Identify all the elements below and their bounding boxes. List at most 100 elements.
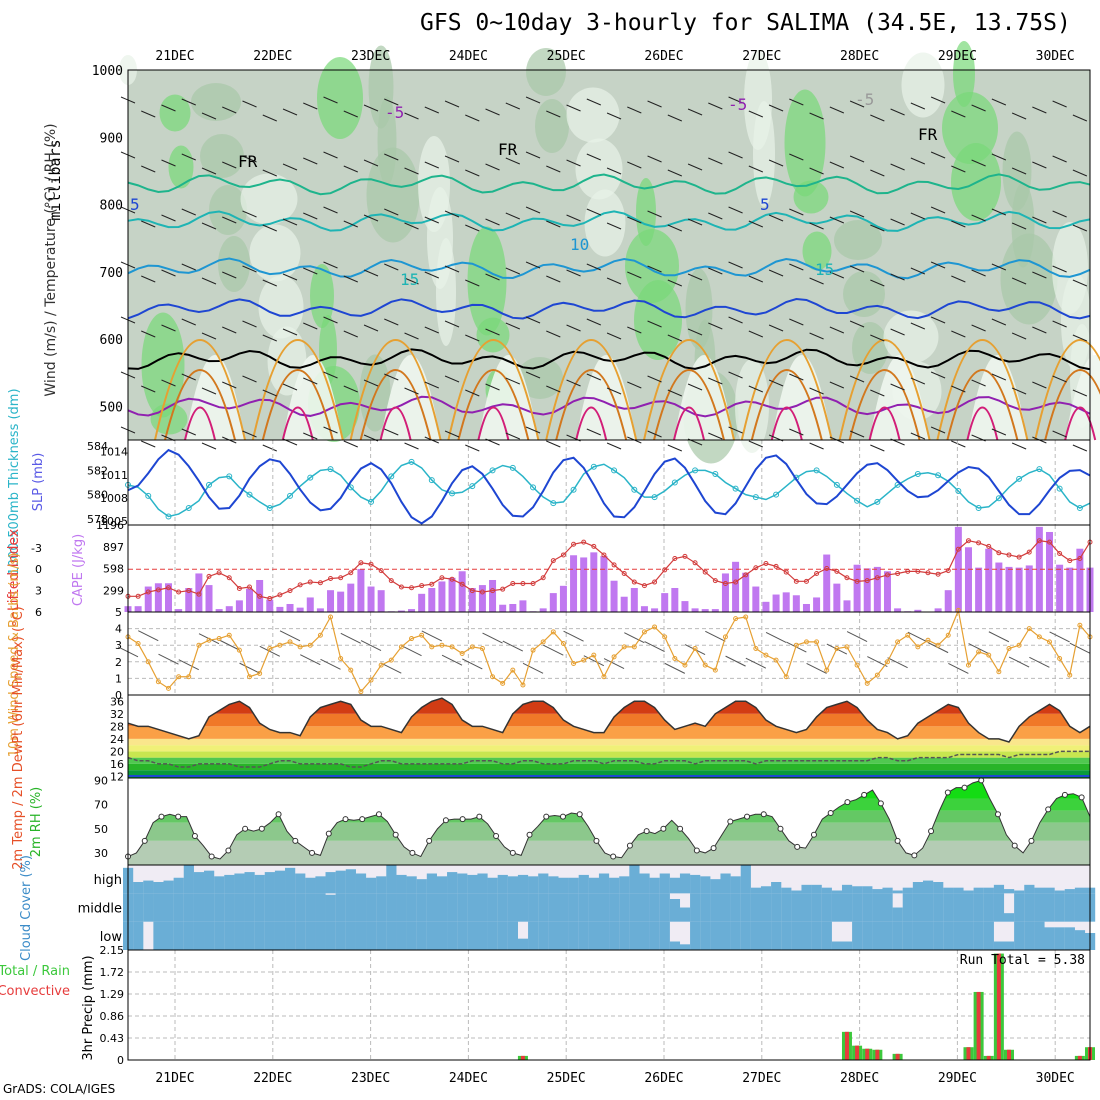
- cape-bar: [954, 526, 962, 612]
- temperature-label: 15: [815, 260, 834, 279]
- cloud-cell: [821, 921, 832, 950]
- wind-barb: [829, 326, 845, 334]
- wind-barb: [1052, 430, 1067, 438]
- isotherm-35-dome: [966, 406, 999, 441]
- cloud-cell: [447, 872, 458, 894]
- cape-bar: [711, 609, 719, 612]
- wind-barb: [262, 224, 277, 232]
- temperature-label: 5: [760, 195, 770, 214]
- cloud-cell: [345, 921, 356, 950]
- wind-barb: [201, 167, 217, 175]
- date-label-top: 21DEC: [155, 49, 194, 64]
- cloud-cell: [295, 893, 306, 922]
- thickness-point: [206, 481, 213, 488]
- wind-barb: [404, 167, 419, 175]
- thickness-point: [570, 486, 577, 493]
- wind-barb: [647, 265, 662, 273]
- rh-point: [928, 828, 935, 835]
- rh-patch: [575, 138, 623, 200]
- cloud-cell: [497, 874, 508, 894]
- cape-bar: [630, 587, 638, 612]
- wind-barb: [485, 273, 500, 281]
- precip-conv-bar: [966, 1047, 971, 1060]
- wind-barb: [320, 658, 341, 670]
- wind-barb: [505, 212, 520, 220]
- rh-point: [576, 811, 583, 818]
- wind-barb: [201, 387, 217, 395]
- cape-bar: [266, 599, 274, 612]
- cloud-cell: [649, 877, 660, 894]
- precip-conv-bar: [986, 1055, 991, 1060]
- cloud-cell: [487, 877, 498, 894]
- rh-patch: [802, 231, 832, 271]
- thickness-point: [854, 497, 861, 504]
- wind-barb: [627, 381, 642, 389]
- precip-conv-bar: [996, 953, 1001, 1060]
- wind-barb: [789, 208, 804, 216]
- wind-barb: [141, 165, 156, 173]
- rh-band: [128, 798, 1090, 811]
- wind-barb: [728, 316, 743, 324]
- wind-barb: [971, 324, 986, 332]
- wind-barb: [563, 630, 584, 642]
- cloud-cell: [295, 873, 306, 894]
- thickness-point: [813, 467, 820, 474]
- wind-barb: [806, 662, 827, 674]
- cloud-cell: [538, 921, 549, 950]
- wind-barb: [363, 214, 379, 222]
- cloud-cell: [841, 884, 853, 894]
- cloud-cell: [862, 886, 873, 894]
- cloud-cell: [1024, 893, 1035, 922]
- cape-bar: [883, 571, 891, 612]
- wind-point: [1016, 642, 1022, 648]
- li-point: [733, 579, 739, 585]
- cloud-cell: [973, 893, 984, 922]
- cloud-cell: [750, 893, 762, 922]
- wind-point: [297, 644, 303, 650]
- rh-point: [543, 813, 550, 820]
- wind-barb: [809, 387, 824, 395]
- wind-barb: [222, 106, 237, 114]
- cloud-cell: [153, 921, 164, 950]
- cloud-level-label: low: [100, 930, 123, 945]
- wind-barb: [708, 432, 723, 440]
- isotherm-35-dome: [1064, 406, 1097, 441]
- wind-point: [449, 644, 455, 650]
- cloud-cell: [953, 893, 964, 922]
- wind-point: [621, 644, 627, 650]
- wind-barb: [708, 322, 723, 330]
- wind-point: [328, 614, 334, 620]
- cloud-cell: [720, 893, 731, 922]
- wind-point: [763, 652, 769, 658]
- cloud-cell: [639, 893, 650, 922]
- wind-barb: [971, 379, 986, 387]
- wind-barb: [930, 316, 946, 324]
- isotherm-35-dome: [673, 406, 705, 441]
- cloud-cell: [558, 921, 569, 950]
- cloud-cell: [517, 893, 529, 922]
- wind-point: [186, 674, 192, 680]
- li-point: [550, 558, 556, 564]
- wind-point: [733, 616, 739, 622]
- wind-barb: [505, 102, 520, 110]
- wind-point: [135, 641, 141, 647]
- li-point: [1067, 558, 1073, 564]
- cloud-cell: [325, 894, 336, 922]
- isotherm-line: [127, 173, 1091, 196]
- cloud-cell: [244, 893, 255, 922]
- li-point: [945, 568, 951, 574]
- wind-barb: [401, 645, 422, 657]
- cape-bar: [1005, 566, 1013, 612]
- li-point: [915, 568, 921, 574]
- li-tick: -3: [31, 542, 42, 555]
- cloud-cell: [1044, 927, 1055, 950]
- date-label-bottom: 21DEC: [155, 1071, 194, 1086]
- wind-barb: [303, 212, 318, 220]
- wind-barb: [525, 206, 541, 214]
- rh-point: [994, 811, 1001, 818]
- rh-patch: [467, 226, 507, 336]
- wind-barb: [201, 277, 217, 285]
- wind-barb: [465, 169, 480, 177]
- rh-point: [392, 831, 399, 838]
- precip-conv-bar: [895, 1053, 900, 1060]
